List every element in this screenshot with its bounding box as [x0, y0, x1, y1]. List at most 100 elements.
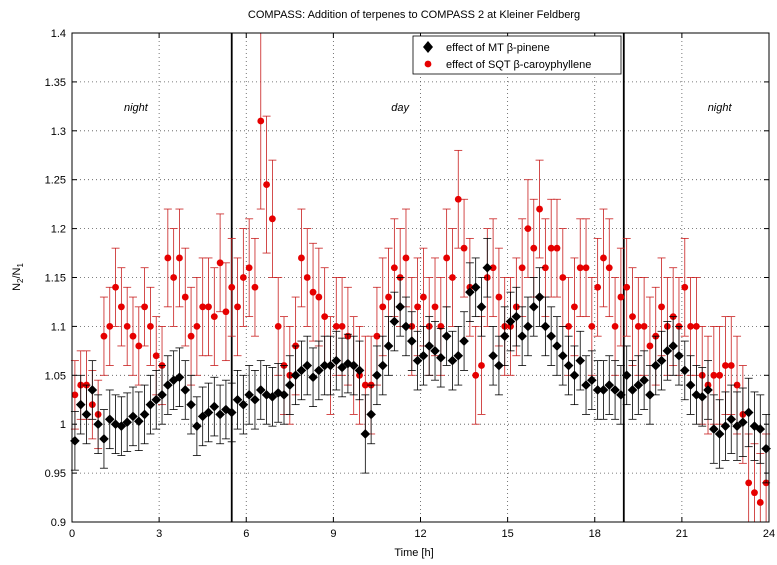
data-point-circle: [692, 323, 700, 330]
data-point-diamond: [755, 424, 766, 434]
chart-title: COMPASS: Addition of terpenes to COMPASS…: [248, 9, 580, 21]
data-point-diamond: [255, 385, 266, 395]
data-point-diamond: [685, 380, 696, 390]
data-point-diamond: [738, 417, 748, 428]
data-point-diamond: [331, 355, 342, 366]
data-point-diamond: [581, 380, 591, 390]
data-point-diamond: [494, 360, 504, 371]
x-tick-label: 24: [763, 528, 775, 540]
data-point-circle: [135, 342, 143, 350]
data-point-diamond: [720, 421, 731, 431]
data-point-diamond: [139, 409, 150, 420]
legend-circle: [424, 60, 432, 68]
data-point-diamond: [366, 409, 376, 420]
data-point-diamond: [662, 346, 673, 356]
data-point-diamond: [499, 331, 510, 341]
data-point-diamond: [360, 429, 371, 439]
data-point-circle: [454, 195, 462, 203]
data-point-diamond: [534, 292, 545, 302]
x-tick-label: 6: [243, 528, 249, 540]
annotations: night day night: [124, 102, 733, 114]
data-point-circle: [268, 215, 276, 223]
data-point-diamond: [116, 421, 127, 431]
data-point-diamond: [261, 390, 272, 400]
data-point-diamond: [314, 365, 324, 376]
data-point-circle: [100, 332, 108, 340]
data-point-circle: [390, 264, 398, 272]
data-point-diamond: [285, 380, 295, 390]
data-point-diamond: [412, 355, 423, 366]
data-point-diamond: [592, 385, 603, 395]
data-point-circle: [431, 303, 439, 311]
data-series: [70, 33, 771, 522]
data-point-circle: [210, 313, 218, 321]
data-point-circle: [623, 283, 631, 291]
data-point-diamond: [133, 416, 144, 427]
data-point-circle: [117, 303, 125, 311]
data-point-diamond: [168, 375, 179, 385]
data-point-diamond: [645, 390, 655, 400]
y-tick-label: 1.1: [51, 321, 66, 333]
data-point-circle: [582, 264, 590, 272]
y-axis-label: N2/N1: [11, 263, 25, 291]
data-point-diamond: [575, 355, 586, 366]
data-point-diamond: [674, 350, 684, 361]
data-point-diamond: [476, 302, 487, 312]
y-tick-label: 1.25: [45, 175, 66, 187]
data-point-circle: [251, 283, 259, 291]
series-mt: [70, 237, 771, 484]
data-point-circle: [361, 381, 369, 389]
data-point-diamond: [93, 419, 103, 429]
data-point-diamond: [209, 401, 220, 412]
data-point-diamond: [604, 380, 615, 390]
data-point-circle: [605, 264, 613, 272]
data-point-circle: [681, 283, 689, 291]
data-point-circle: [263, 181, 270, 188]
data-point-circle: [239, 274, 247, 281]
data-point-diamond: [418, 350, 429, 361]
x-tick-label: 15: [502, 528, 514, 540]
data-point-diamond: [459, 336, 469, 346]
y-label-sub2: 1: [16, 263, 25, 268]
data-point-diamond: [232, 394, 243, 405]
data-point-circle: [373, 332, 381, 340]
data-point-diamond: [633, 380, 644, 390]
data-point-circle: [733, 381, 741, 389]
data-point-circle: [495, 293, 503, 301]
data-point-diamond: [558, 350, 568, 361]
data-point-circle: [617, 293, 625, 301]
data-point-circle: [710, 371, 718, 379]
data-point-diamond: [610, 385, 620, 395]
data-point-diamond: [714, 429, 725, 439]
data-point-diamond: [383, 341, 394, 351]
data-point-diamond: [389, 316, 400, 327]
data-point-diamond: [540, 321, 551, 332]
data-point-diamond: [70, 436, 80, 446]
data-point-circle: [722, 362, 729, 369]
legend-marker-sqt: [424, 60, 432, 68]
data-point-diamond: [517, 331, 527, 341]
data-point-circle: [112, 283, 119, 291]
data-point-circle: [565, 323, 573, 330]
data-point-diamond: [453, 350, 464, 361]
y-tick-label: 1.2: [51, 224, 66, 236]
data-point-diamond: [226, 407, 237, 418]
data-point-diamond: [377, 360, 388, 371]
y-tick-label: 1: [60, 419, 66, 431]
data-point-circle: [187, 332, 195, 340]
data-point-circle: [751, 489, 758, 497]
data-point-circle: [478, 362, 485, 369]
data-point-circle: [71, 391, 79, 399]
data-point-circle: [321, 313, 329, 321]
data-point-diamond: [290, 370, 301, 381]
data-point-diamond: [703, 385, 713, 395]
data-point-circle: [588, 323, 596, 330]
data-point-diamond: [616, 390, 626, 400]
data-point-circle: [518, 264, 526, 272]
data-point-circle: [524, 225, 532, 233]
data-point-circle: [727, 362, 735, 369]
y-label-main: N: [11, 283, 23, 291]
data-point-diamond: [99, 434, 109, 444]
data-point-circle: [332, 323, 340, 330]
legend-marker-mt: [423, 41, 433, 53]
